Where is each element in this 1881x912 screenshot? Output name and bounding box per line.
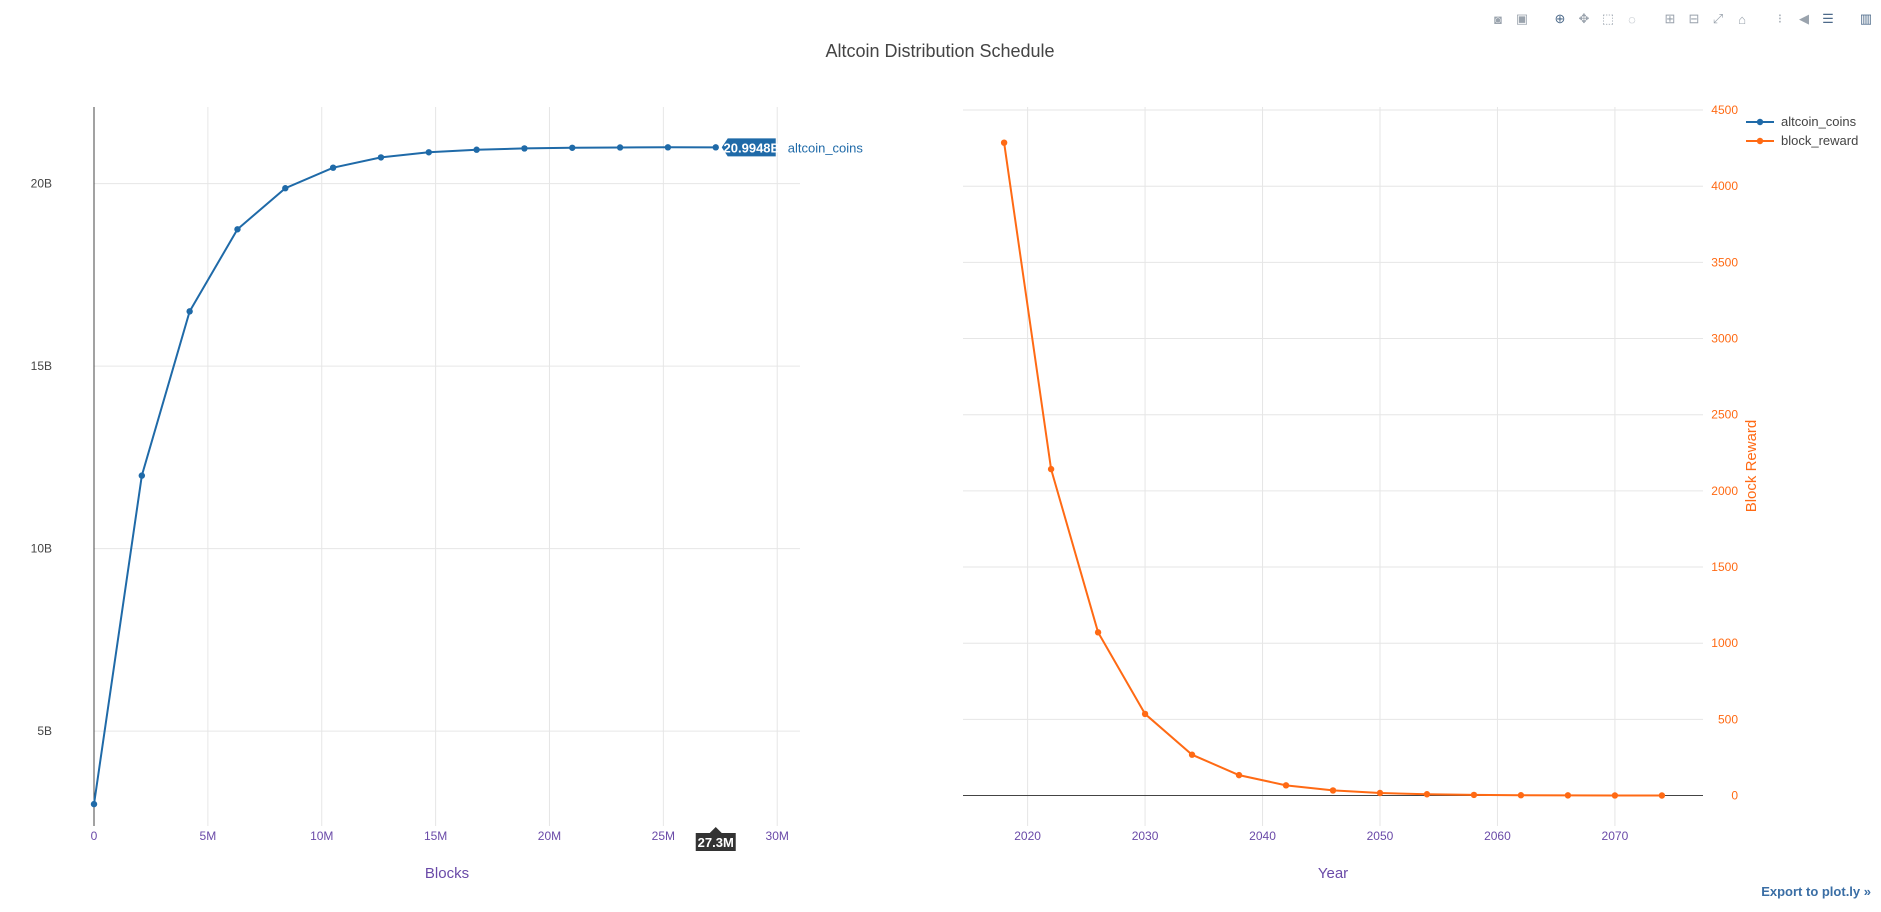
data-point[interactable]: [1188, 751, 1196, 758]
y-tick-label: 1500: [1711, 560, 1738, 574]
x-tick-label: 5M: [200, 829, 217, 843]
data-point[interactable]: [1470, 791, 1478, 799]
y-tick-label: 15B: [31, 359, 52, 373]
x-tick-label: 25M: [652, 829, 675, 843]
x-tick-label: 2060: [1484, 829, 1511, 843]
y-tick-label: 4500: [1711, 103, 1738, 117]
series-line-altcoin_coins: [93, 146, 716, 805]
x-tick-label: 2030: [1132, 829, 1159, 843]
data-point[interactable]: [90, 800, 98, 808]
hover-series-name: altcoin_coins: [788, 140, 864, 155]
data-point[interactable]: [1517, 792, 1525, 799]
y-tick-label: 2500: [1711, 408, 1738, 422]
y-tick-label: 20B: [31, 177, 52, 191]
x-tick-label: 2050: [1367, 829, 1394, 843]
hover-closest-icon[interactable]: ◀: [1799, 11, 1809, 26]
legend-swatch-marker: [1756, 137, 1764, 145]
y-tick-label: 0: [1731, 789, 1738, 803]
data-point[interactable]: [1423, 791, 1431, 798]
modebar: ◙ ▣ ⊕ ✥ ⬚ ◌ ⊞ ⊟ ⤢ ⌂ ⁝ ◀ ☰ ▥: [1489, 10, 1875, 28]
hover-label-y: 20.9948B altcoin_coins: [721, 138, 864, 157]
hover-compare-icon[interactable]: ☰: [1822, 11, 1834, 26]
data-point[interactable]: [1376, 789, 1384, 797]
x-tick-label: 10M: [310, 829, 333, 843]
x-axis-title: Blocks: [425, 865, 469, 882]
reset-axes-icon[interactable]: ⌂: [1738, 11, 1746, 27]
data-point[interactable]: [138, 472, 146, 479]
hover-box: [721, 138, 776, 157]
legend-item[interactable]: block_reward: [1746, 133, 1858, 148]
camera-icon[interactable]: ◙: [1494, 11, 1502, 27]
hover-x-value: 27.3M: [698, 835, 734, 850]
hover-label-x: 27.3M: [695, 827, 736, 851]
zoom-in-icon[interactable]: ⊞: [1664, 11, 1676, 26]
data-point[interactable]: [1000, 139, 1008, 146]
spike-lines-icon[interactable]: ⁝: [1777, 11, 1783, 26]
legend-swatch-marker: [1756, 118, 1764, 126]
pan-icon[interactable]: ✥: [1578, 11, 1590, 26]
data-point[interactable]: [186, 308, 193, 315]
hover-x-box: [695, 827, 736, 851]
data-point[interactable]: [377, 154, 385, 161]
data-point[interactable]: [329, 164, 337, 171]
zoom-out-icon[interactable]: ⊟: [1688, 11, 1700, 26]
data-point[interactable]: [521, 145, 528, 152]
legend-item[interactable]: altcoin_coins: [1746, 114, 1857, 129]
save-icon[interactable]: ▣: [1515, 11, 1529, 26]
y-tick-label: 3500: [1711, 255, 1738, 269]
data-point[interactable]: [569, 144, 576, 151]
data-point[interactable]: [1282, 782, 1290, 789]
x-tick-label: 15M: [424, 829, 447, 843]
x-tick-label: 30M: [766, 829, 789, 843]
data-point[interactable]: [1564, 792, 1572, 799]
legend-label: block_reward: [1781, 133, 1858, 148]
data-point[interactable]: [1094, 629, 1102, 636]
data-point[interactable]: [1235, 771, 1243, 779]
data-point[interactable]: [1047, 465, 1055, 473]
data-point[interactable]: [712, 144, 719, 151]
lasso-select-icon[interactable]: ◌: [1628, 11, 1636, 27]
export-link[interactable]: Export to plot.ly »: [1761, 884, 1871, 899]
data-point[interactable]: [282, 185, 289, 192]
y-tick-label: 4000: [1711, 179, 1738, 193]
plotly-logo-icon[interactable]: ▥: [1859, 11, 1873, 26]
y-tick-label: 3000: [1711, 332, 1738, 346]
x-tick-label: 2040: [1249, 829, 1276, 843]
x-tick-label: 0: [91, 829, 98, 843]
data-point[interactable]: [616, 144, 624, 151]
hover-y-value: 20.9948B: [724, 140, 780, 155]
box-select-icon[interactable]: ⬚: [1601, 11, 1615, 26]
data-point[interactable]: [1329, 787, 1337, 794]
x-axis-title: Year: [1318, 865, 1348, 882]
data-point[interactable]: [234, 226, 241, 233]
y-tick-label: 2000: [1711, 484, 1738, 498]
legend-label: altcoin_coins: [1781, 114, 1857, 129]
x-tick-label: 2070: [1602, 829, 1629, 843]
data-point[interactable]: [1658, 792, 1666, 799]
y-axis-title: Block Reward: [1743, 420, 1760, 513]
y-tick-label: 500: [1718, 712, 1738, 726]
x-tick-label: 2020: [1014, 829, 1041, 843]
data-point[interactable]: [1611, 792, 1619, 799]
data-point[interactable]: [664, 144, 672, 151]
zoom-icon[interactable]: ⊕: [1554, 11, 1566, 26]
y-tick-label: 10B: [31, 542, 52, 556]
series-line-block_reward: [1003, 142, 1662, 797]
data-point[interactable]: [473, 146, 480, 153]
chart-title: Altcoin Distribution Schedule: [825, 41, 1054, 61]
y-tick-label: 1000: [1711, 636, 1738, 650]
y-tick-label: 5B: [37, 724, 52, 738]
data-point[interactable]: [425, 149, 432, 156]
x-tick-label: 20M: [538, 829, 561, 843]
autoscale-icon[interactable]: ⤢: [1712, 11, 1724, 26]
data-point[interactable]: [1141, 710, 1149, 718]
